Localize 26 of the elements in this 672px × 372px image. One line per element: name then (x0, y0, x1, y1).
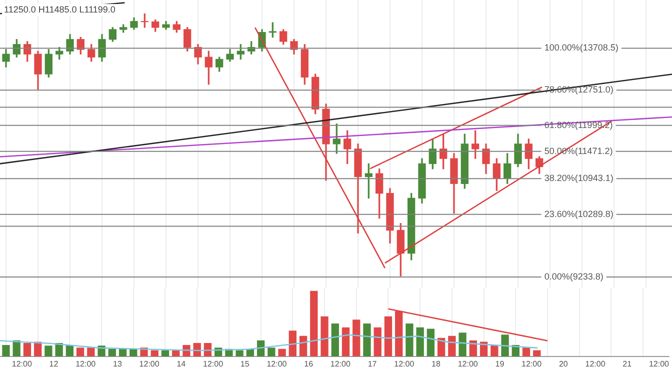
x-tick-label: 12:00 (139, 359, 160, 368)
x-tick-label: 12:00 (266, 359, 288, 368)
x-tick-label: 20 (558, 359, 568, 368)
x-tick-label: 12:00 (585, 359, 606, 368)
x-tick-label: 12:00 (394, 359, 415, 368)
x-tick-label: 19 (495, 359, 505, 368)
x-tick-label: 12:00 (12, 359, 32, 368)
annotation: 11250.0 H11485.0 L11199.0 (4, 4, 116, 14)
x-tick-label: 12:00 (648, 359, 670, 368)
x-tick-label: 12:00 (522, 359, 542, 368)
ref-line-label: 100.00%(13708.5) (544, 42, 618, 53)
x-tick-label: 12 (49, 359, 59, 368)
x-tick-label: 17 (368, 359, 378, 368)
x-tick-label: 12:00 (330, 359, 351, 368)
x-tick-label: 14 (176, 359, 186, 368)
ref-line-label: 0.00%(9233.8) (544, 271, 604, 282)
x-tick-label: 21 (622, 359, 632, 368)
x-tick-label: 15 (240, 359, 250, 368)
ref-line-label: 38.20%(10943.1) (544, 173, 614, 184)
ref-line-label: 23.60%(10289.8) (544, 208, 614, 219)
x-tick-label: 18 (432, 359, 442, 368)
x-tick-label: 13 (113, 359, 122, 368)
x-tick-label: 12:00 (76, 359, 96, 368)
x-tick-label: 16 (304, 359, 314, 368)
x-tick-label: 12:00 (203, 359, 224, 368)
x-tick-label: 12:00 (458, 359, 478, 368)
